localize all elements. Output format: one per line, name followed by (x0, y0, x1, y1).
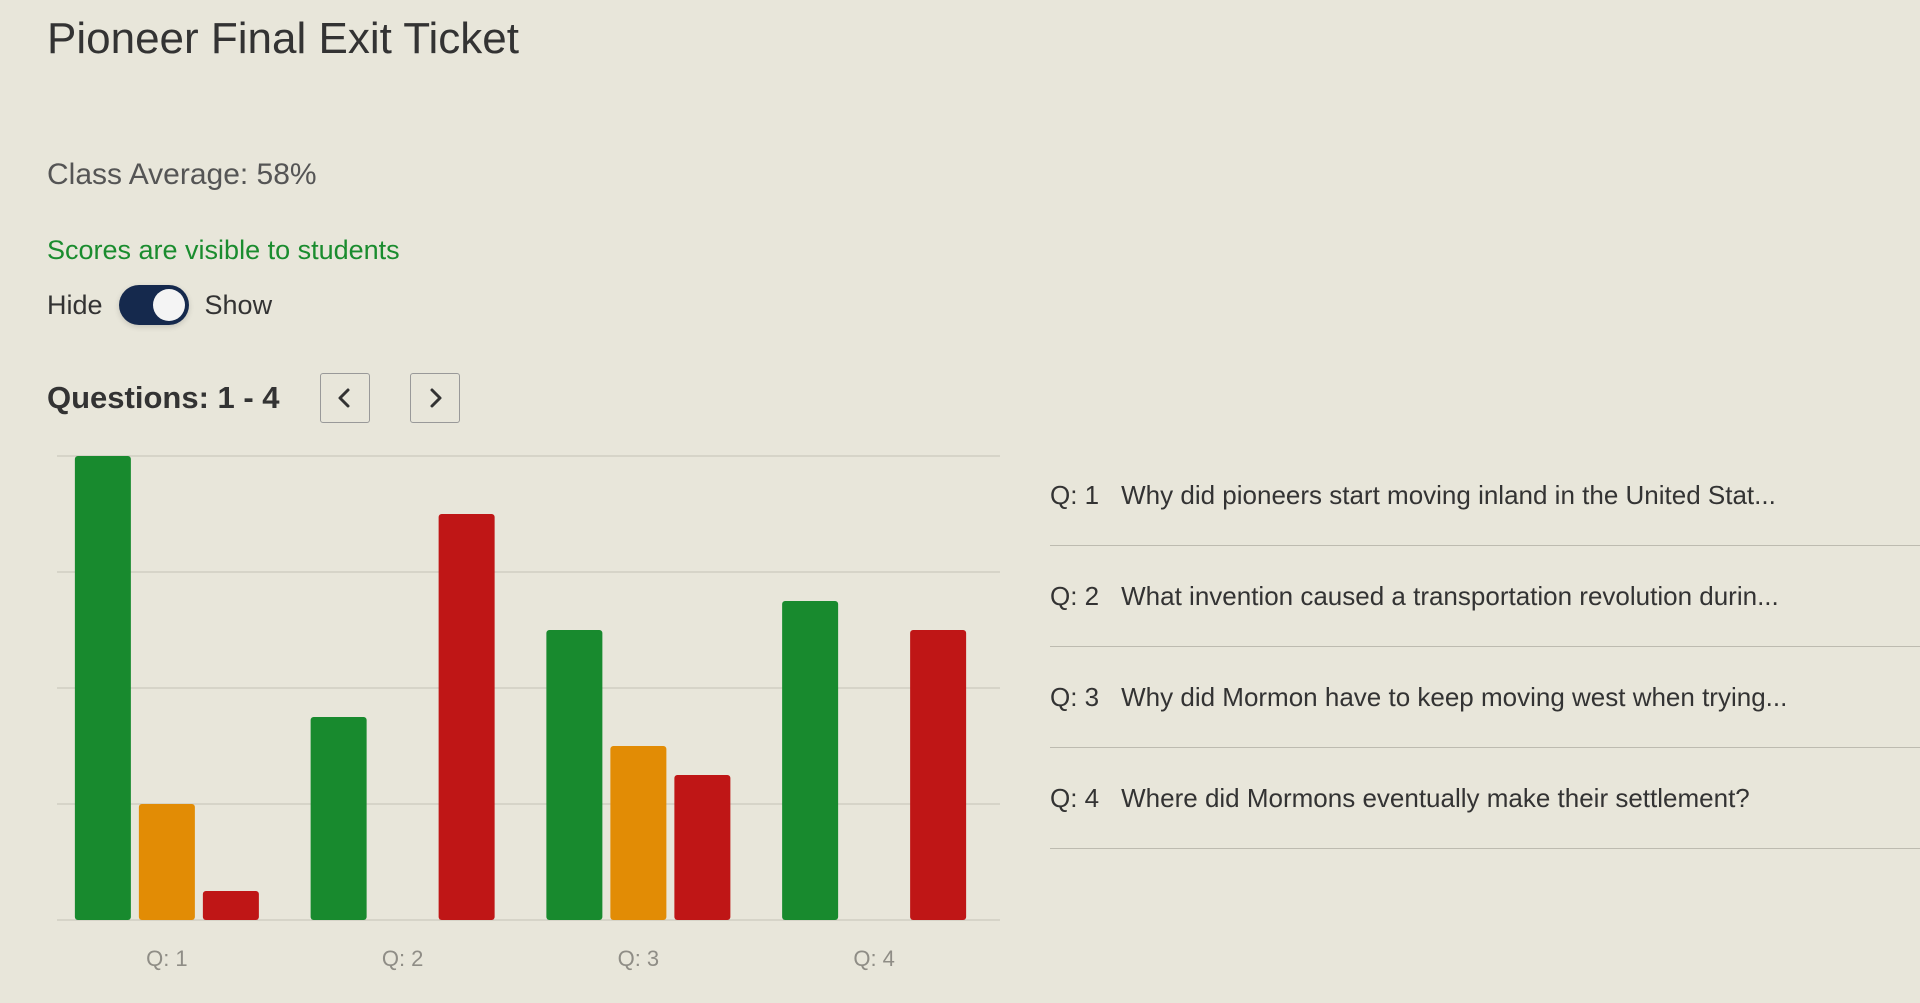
visibility-toggle-row: Hide Show (47, 283, 272, 327)
question-row[interactable]: Q: 4 Where did Mormons eventually make th… (1050, 748, 1920, 849)
visibility-status: Scores are visible to students (47, 235, 400, 265)
prev-questions-button[interactable] (319, 373, 370, 423)
question-number: Q: 3 (1050, 681, 1100, 712)
question-row[interactable]: Q: 3 Why did Mormon have to keep moving w… (1050, 647, 1920, 748)
chevron-right-icon (430, 388, 442, 408)
questions-header: Questions: 1 - 4 (47, 372, 500, 424)
question-number: Q: 4 (1050, 782, 1100, 813)
chart-category-label: Q: 4 (853, 946, 895, 971)
chart-bar[interactable] (74, 456, 131, 920)
chart-category-label: Q: 3 (618, 946, 660, 971)
visibility-toggle[interactable] (118, 285, 189, 325)
questions-range-label: Questions: 1 - 4 (47, 380, 280, 415)
toggle-show-label: Show (204, 289, 273, 320)
chart-bar[interactable] (782, 601, 839, 920)
next-questions-button[interactable] (409, 373, 460, 423)
chart-category-label: Q: 1 (146, 946, 188, 971)
question-list: Q: 1 Why did pioneers start moving inland… (1050, 445, 1920, 849)
question-text: Where did Mormons eventually make their … (1121, 782, 1750, 813)
question-text: Why did pioneers start moving inland in … (1121, 479, 1776, 510)
chevron-left-icon (338, 388, 350, 408)
chart-bar[interactable] (610, 746, 667, 920)
page-title: Pioneer Final Exit Ticket (47, 14, 519, 63)
question-results-chart: Q: 1 Q: 2 Q: 3 Q: 4 (57, 455, 1000, 971)
question-text: Why did Mormon have to keep moving west … (1121, 681, 1788, 712)
chart-bar[interactable] (674, 775, 731, 920)
chart-bar[interactable] (138, 804, 195, 920)
chart-bar[interactable] (910, 630, 967, 920)
toggle-knob (152, 289, 185, 321)
chart-category-label: Q: 2 (382, 946, 424, 971)
chart-bar[interactable] (438, 514, 495, 920)
chart-bar[interactable] (310, 717, 367, 920)
chart-bar[interactable] (546, 630, 603, 920)
toggle-hide-label: Hide (47, 289, 103, 320)
question-row[interactable]: Q: 2 What invention caused a transportati… (1050, 546, 1920, 647)
question-row[interactable]: Q: 1 Why did pioneers start moving inland… (1050, 445, 1920, 546)
question-number: Q: 2 (1050, 580, 1100, 611)
chart-bar[interactable] (202, 891, 259, 920)
question-number: Q: 1 (1050, 479, 1100, 510)
question-text: What invention caused a transportation r… (1121, 580, 1779, 611)
class-average: Class Average: 58% (47, 158, 317, 191)
